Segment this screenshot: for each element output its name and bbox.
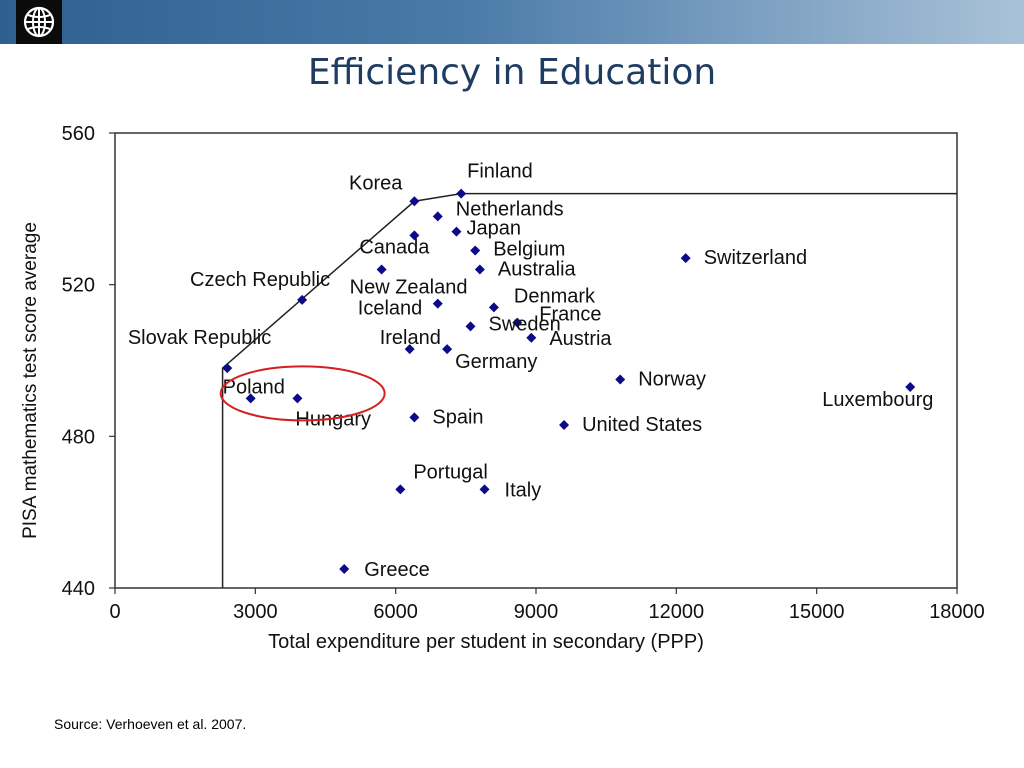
label-ireland: Ireland [380, 327, 441, 349]
point-united-states [559, 419, 570, 430]
point-portugal [395, 484, 406, 495]
label-switzerland: Switzerland [704, 247, 807, 269]
label-iceland: Iceland [358, 298, 423, 320]
source-note: Source: Verhoeven et al. 2007. [54, 716, 247, 732]
x-tick-label: 3000 [233, 601, 278, 623]
point-australia [474, 264, 485, 275]
label-portugal: Portugal [413, 461, 488, 483]
label-belgium: Belgium [493, 239, 565, 261]
y-tick-label: 480 [62, 426, 95, 448]
point-norway [615, 374, 626, 385]
label-luxembourg: Luxembourg [822, 389, 933, 411]
point-poland [245, 393, 256, 404]
label-sweden: Sweden [489, 313, 561, 335]
label-france: France [539, 304, 601, 326]
x-tick-label: 18000 [929, 601, 985, 623]
label-italy: Italy [505, 479, 542, 501]
point-ireland [404, 344, 415, 355]
label-united-states: United States [582, 414, 702, 436]
y-tick-label: 440 [62, 578, 95, 600]
point-iceland [432, 298, 443, 309]
point-italy [479, 484, 490, 495]
label-new-zealand: New Zealand [350, 277, 468, 299]
slide-title: Efficiency in Education [307, 52, 717, 93]
point-switzerland [680, 253, 691, 264]
point-netherlands [432, 211, 443, 222]
x-tick-label: 12000 [649, 601, 705, 623]
label-poland: Poland [223, 376, 285, 398]
label-austria: Austria [549, 328, 612, 350]
label-korea: Korea [349, 172, 403, 194]
label-czech-republic: Czech Republic [190, 269, 330, 291]
point-luxembourg [905, 382, 916, 393]
point-new-zealand [376, 264, 387, 275]
y-tick-label: 560 [62, 123, 95, 145]
point-czech-republic [297, 294, 308, 305]
y-tick-label: 520 [62, 275, 95, 297]
label-japan: Japan [466, 218, 521, 240]
scatter-chart: 0 3000 6000 9000 12000 15000 18000 440 480 520 560… [20, 123, 985, 653]
point-austria [526, 332, 537, 343]
point-germany [442, 344, 453, 355]
point-slovak-republic [222, 363, 233, 374]
point-spain [409, 412, 420, 423]
point-japan [451, 226, 462, 237]
point-belgium [470, 245, 481, 256]
x-tick-label: 15000 [789, 601, 845, 623]
point-finland [456, 188, 467, 199]
label-germany: Germany [455, 351, 537, 373]
x-tick-label: 0 [109, 601, 120, 623]
header-bar [0, 0, 1024, 44]
highlight-circle-poland [219, 365, 386, 422]
point-korea [409, 196, 420, 207]
point-greece [339, 564, 350, 575]
point-france [512, 317, 523, 328]
label-finland: Finland [467, 161, 533, 183]
label-slovak-republic: Slovak Republic [128, 327, 271, 349]
label-greece: Greece [364, 559, 430, 581]
label-norway: Norway [638, 368, 706, 390]
label-australia: Australia [498, 259, 577, 281]
point-denmark [488, 302, 499, 313]
label-spain: Spain [432, 406, 483, 428]
label-denmark: Denmark [514, 285, 596, 307]
x-tick-label: 6000 [373, 601, 418, 623]
x-tick-label: 9000 [514, 601, 559, 623]
label-canada: Canada [359, 236, 430, 258]
point-hungary [292, 393, 303, 404]
point-sweden [465, 321, 476, 332]
label-netherlands: Netherlands [456, 198, 564, 220]
logo [16, 0, 62, 44]
y-axis-title: PISA mathematics test score average [20, 222, 41, 539]
x-axis-title: Total expenditure per student in seconda… [268, 631, 704, 653]
point-canada [409, 230, 420, 241]
